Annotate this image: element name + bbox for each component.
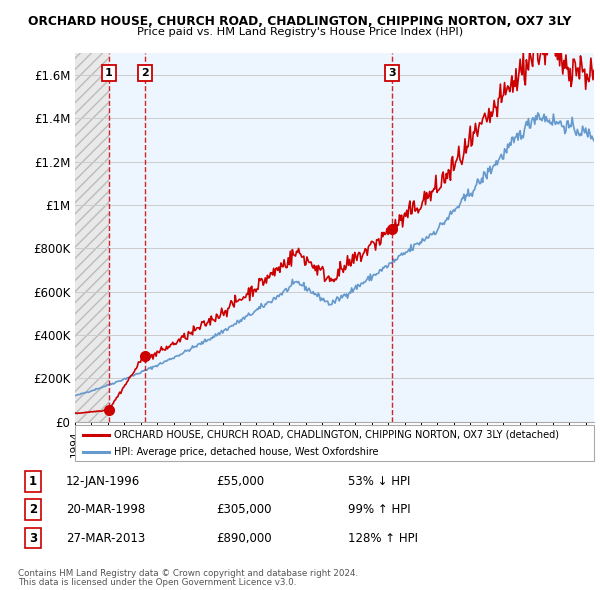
Text: Price paid vs. HM Land Registry's House Price Index (HPI): Price paid vs. HM Land Registry's House … xyxy=(137,27,463,37)
Text: 1: 1 xyxy=(29,475,37,488)
Text: ORCHARD HOUSE, CHURCH ROAD, CHADLINGTON, CHIPPING NORTON, OX7 3LY (detached): ORCHARD HOUSE, CHURCH ROAD, CHADLINGTON,… xyxy=(114,430,559,440)
Text: 2: 2 xyxy=(140,68,148,78)
Text: 12-JAN-1996: 12-JAN-1996 xyxy=(66,475,140,488)
Text: £55,000: £55,000 xyxy=(216,475,264,488)
Text: 3: 3 xyxy=(29,532,37,545)
Text: £890,000: £890,000 xyxy=(216,532,272,545)
Text: 1: 1 xyxy=(105,68,112,78)
Text: 2: 2 xyxy=(29,503,37,516)
Text: ORCHARD HOUSE, CHURCH ROAD, CHADLINGTON, CHIPPING NORTON, OX7 3LY: ORCHARD HOUSE, CHURCH ROAD, CHADLINGTON,… xyxy=(28,15,572,28)
Text: 53% ↓ HPI: 53% ↓ HPI xyxy=(348,475,410,488)
Text: £305,000: £305,000 xyxy=(216,503,271,516)
Text: 27-MAR-2013: 27-MAR-2013 xyxy=(66,532,145,545)
Text: This data is licensed under the Open Government Licence v3.0.: This data is licensed under the Open Gov… xyxy=(18,578,296,587)
Text: 99% ↑ HPI: 99% ↑ HPI xyxy=(348,503,410,516)
FancyBboxPatch shape xyxy=(75,425,594,461)
Bar xyxy=(75,53,109,422)
Text: 3: 3 xyxy=(388,68,395,78)
Text: 20-MAR-1998: 20-MAR-1998 xyxy=(66,503,145,516)
Text: 128% ↑ HPI: 128% ↑ HPI xyxy=(348,532,418,545)
Bar xyxy=(75,53,109,422)
Text: HPI: Average price, detached house, West Oxfordshire: HPI: Average price, detached house, West… xyxy=(114,447,379,457)
Text: Contains HM Land Registry data © Crown copyright and database right 2024.: Contains HM Land Registry data © Crown c… xyxy=(18,569,358,578)
Bar xyxy=(109,53,594,422)
